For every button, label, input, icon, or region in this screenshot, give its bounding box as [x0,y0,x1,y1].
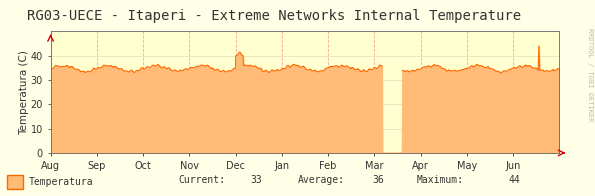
Text: 33: 33 [250,175,262,185]
Text: RG03-UECE - Itaperi - Extreme Networks Internal Temperature: RG03-UECE - Itaperi - Extreme Networks I… [27,9,521,23]
Text: 36: 36 [372,175,384,185]
Text: 44: 44 [509,175,521,185]
FancyBboxPatch shape [7,175,23,189]
Text: RRDTOOL / TOBI OETIKER: RRDTOOL / TOBI OETIKER [587,28,593,121]
Text: Temperatura: Temperatura [29,177,93,187]
Text: Average:: Average: [298,175,345,185]
Y-axis label: Temperatura (C): Temperatura (C) [19,50,29,135]
Text: Current:: Current: [178,175,226,185]
Text: Maximum:: Maximum: [416,175,464,185]
